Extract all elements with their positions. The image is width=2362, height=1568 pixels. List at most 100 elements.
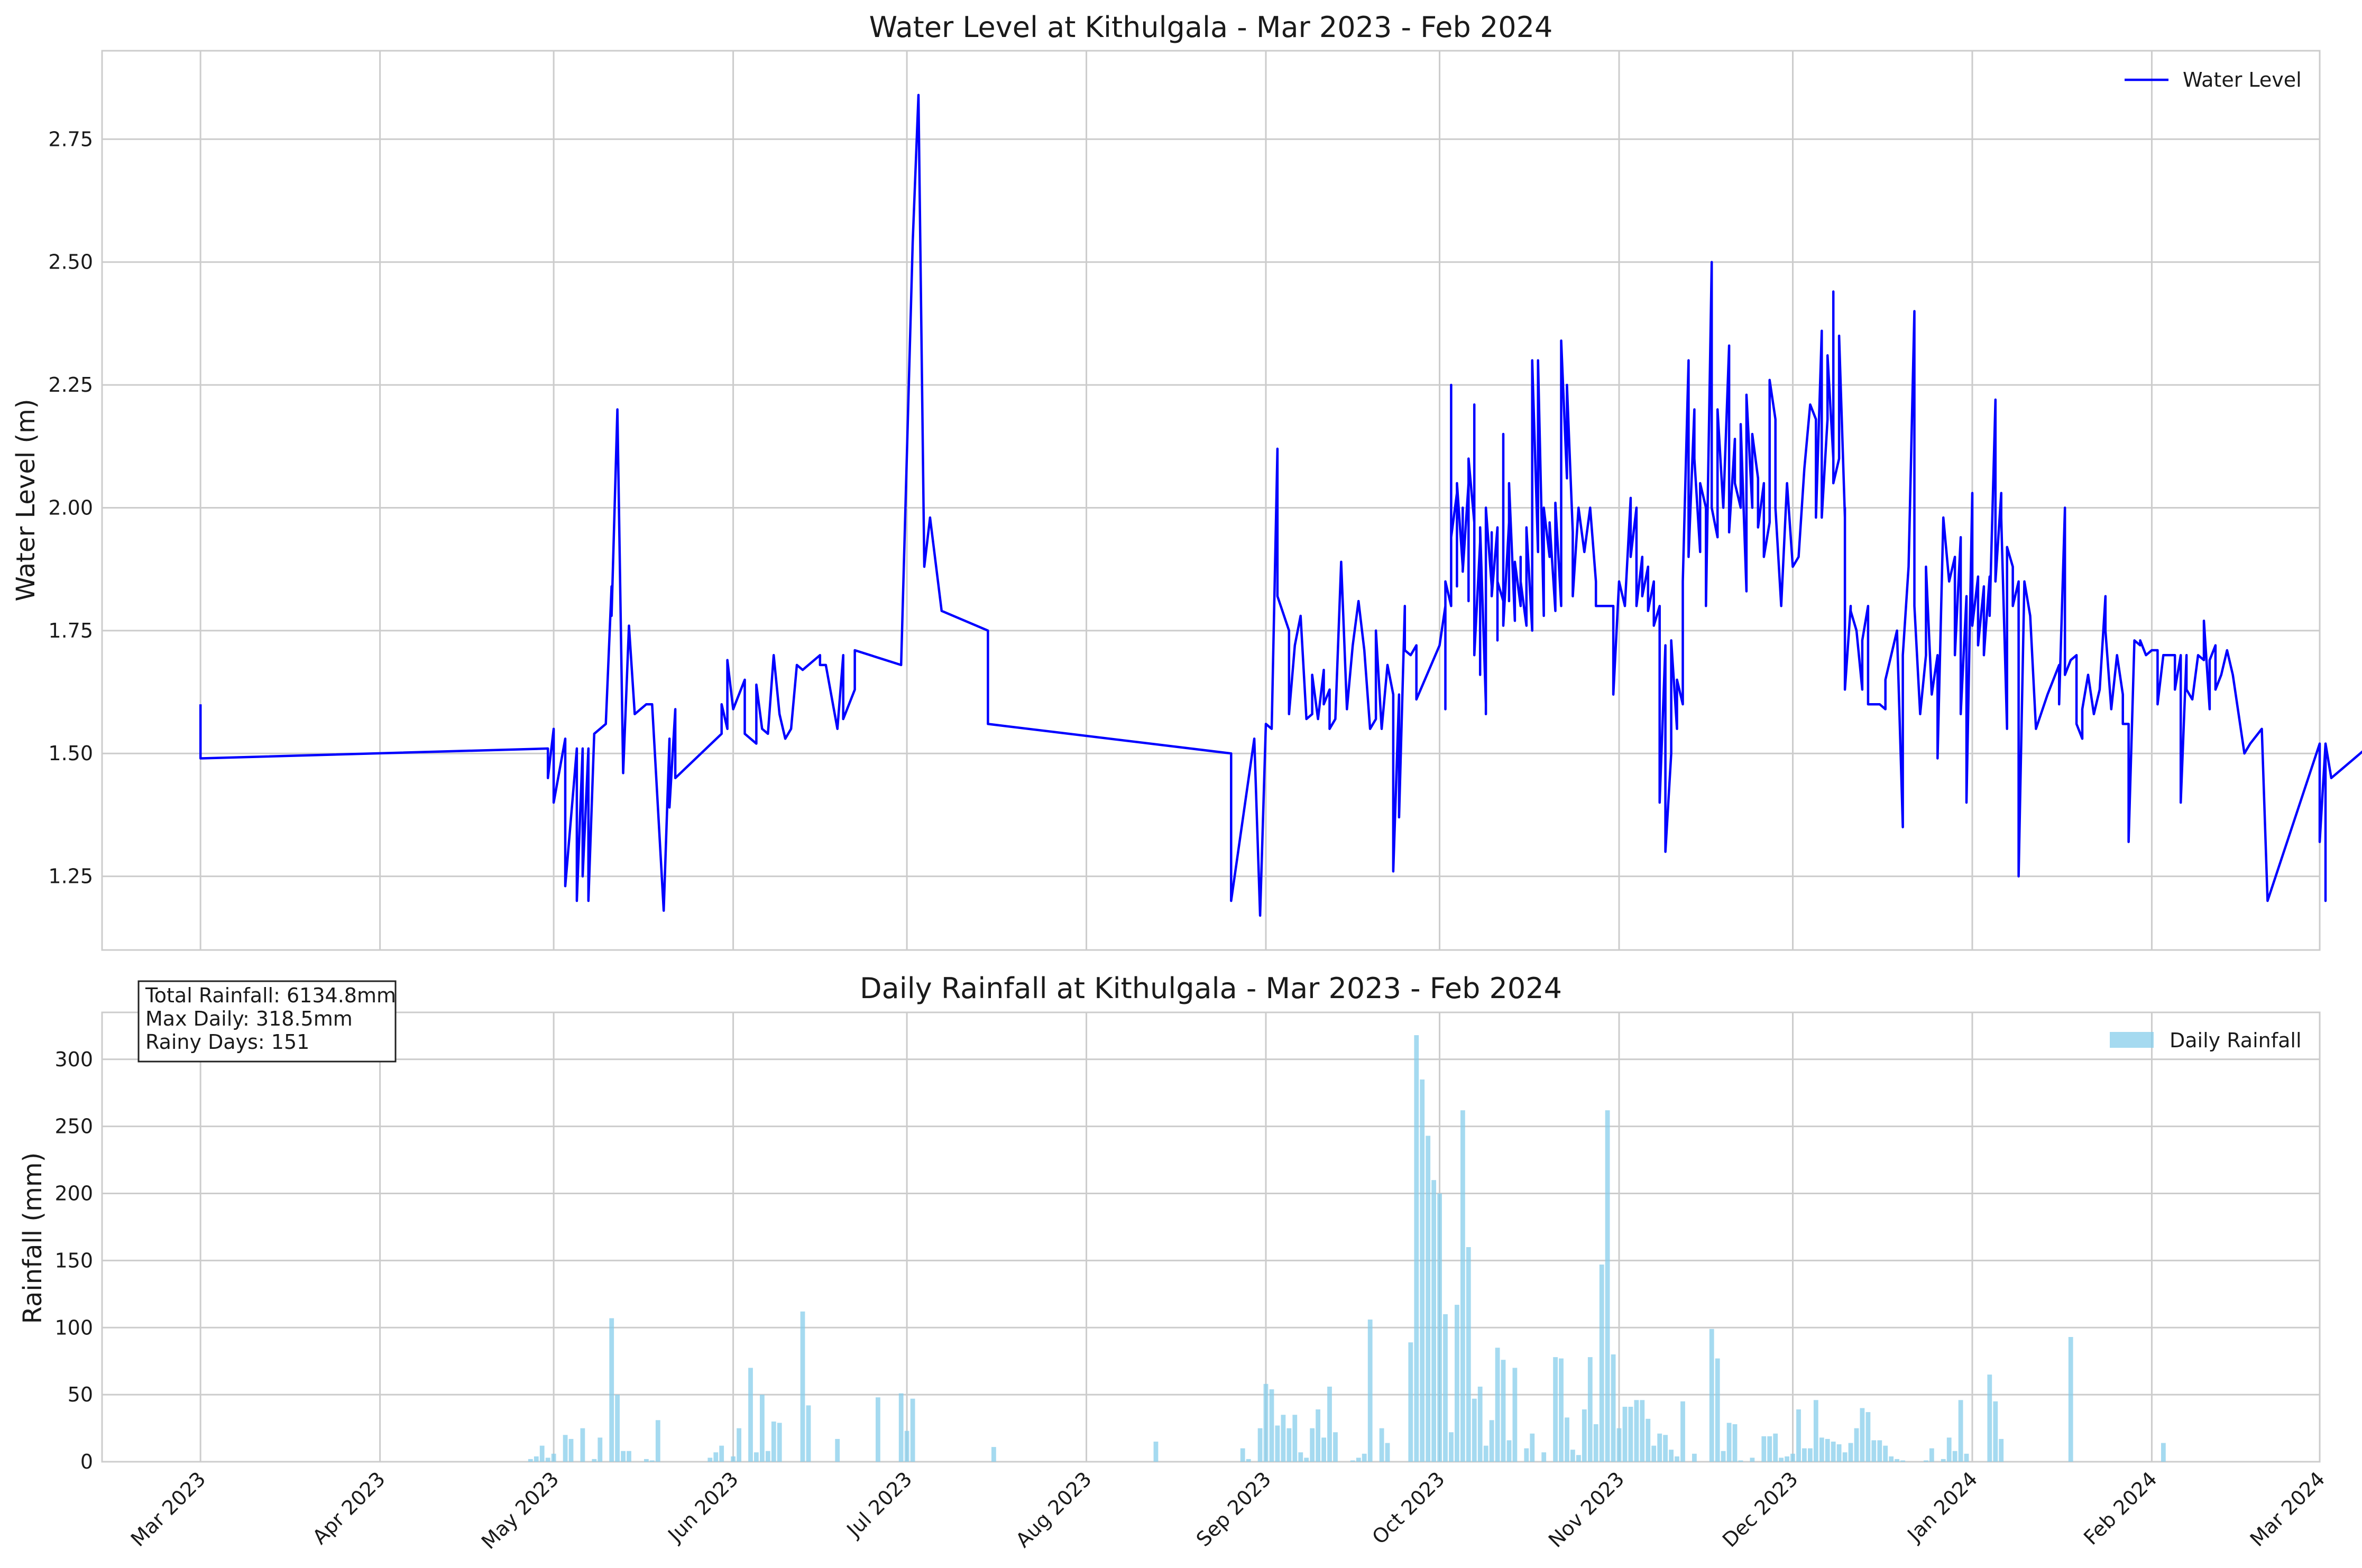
rainfall-bar: [898, 1393, 904, 1462]
rainfall-bar: [1379, 1428, 1384, 1462]
rainfall-bar: [1512, 1368, 1518, 1462]
rainfall-bar: [563, 1435, 568, 1462]
rainfall-bar: [1281, 1415, 1286, 1462]
rainfall-bar: [1443, 1314, 1448, 1462]
rainfall-bar: [1802, 1448, 1807, 1462]
daily-rainfall-y-tick-label: 200: [54, 1182, 93, 1205]
rainfall-stats-box: Total Rainfall: 6134.8mm Max Daily: 318.…: [137, 980, 397, 1063]
rainfall-bar: [1877, 1440, 1882, 1462]
rainfall-bar: [1663, 1435, 1668, 1462]
daily-rainfall-y-tick-label: 250: [54, 1115, 93, 1138]
rainfall-bar: [534, 1456, 539, 1462]
rainfall-bar: [2068, 1337, 2073, 1462]
rainfall-bar: [1587, 1357, 1593, 1462]
rainfall-bar: [1819, 1437, 1824, 1462]
rainfall-bar: [1483, 1445, 1488, 1462]
rainfall-bar: [598, 1437, 603, 1462]
rainfall-bar: [835, 1438, 840, 1462]
daily-rainfall-y-tick-label: 300: [54, 1048, 93, 1071]
rainfall-bar: [1651, 1445, 1657, 1462]
rainfall-bar: [1883, 1445, 1888, 1462]
rainfall-bar: [760, 1395, 765, 1462]
rainfall-bar: [592, 1459, 597, 1462]
rainfall-bar: [528, 1459, 533, 1462]
rainfall-bar: [1257, 1428, 1263, 1462]
rainfall-bar: [1715, 1358, 1720, 1462]
rainfall-bar: [1808, 1448, 1813, 1462]
rainfall-bar: [1506, 1440, 1512, 1462]
rainfall-bar: [1657, 1433, 1662, 1462]
water-level-y-tick-label: 2.25: [48, 373, 93, 396]
water-level-y-tick-label: 1.25: [48, 865, 93, 888]
daily-rainfall-y-tick-label: 0: [80, 1450, 93, 1473]
rainfall-bar: [713, 1452, 719, 1462]
rainfall-bar: [1582, 1409, 1587, 1462]
rainfall-bar: [539, 1445, 545, 1462]
rainfall-bar: [1426, 1136, 1431, 1462]
rainfall-bar: [1726, 1423, 1732, 1462]
daily-rainfall-y-tick-label: 100: [54, 1316, 93, 1339]
rainfall-bar: [1362, 1453, 1367, 1462]
rainfall-bar: [649, 1460, 655, 1462]
rainfall-bar: [1785, 1456, 1789, 1462]
rainfall-bar: [1946, 1437, 1952, 1462]
rainfall-bar: [2161, 1443, 2166, 1462]
rainfall-bar: [1865, 1412, 1871, 1462]
rainfall-bar: [1964, 1453, 1969, 1462]
rainfall-bar: [1367, 1320, 1373, 1462]
rainfall-bar: [748, 1368, 753, 1462]
rainfall-bar: [1790, 1453, 1795, 1462]
rainfall-bar: [1999, 1438, 2004, 1462]
rainfall-bar: [1570, 1450, 1575, 1462]
rainfall-bar: [1871, 1440, 1877, 1462]
rainfall-bar: [1640, 1400, 1645, 1462]
rainfall-bar: [754, 1452, 759, 1462]
rainfall-bar: [1333, 1432, 1338, 1462]
daily-rainfall-legend-swatch: [2110, 1032, 2154, 1048]
rainfall-bar: [1634, 1400, 1639, 1462]
rainfall-bar: [1987, 1375, 1992, 1462]
water-level-y-axis-label: Water Level (m): [11, 399, 41, 601]
rainfall-bar: [621, 1451, 626, 1462]
rainfall-bar: [771, 1421, 776, 1462]
rainfall-bar: [1559, 1358, 1564, 1462]
rainfall-bar: [1420, 1079, 1425, 1462]
rainfall-bar: [1495, 1348, 1500, 1462]
rainfall-bar: [1310, 1428, 1315, 1462]
rainfall-bar: [876, 1397, 880, 1462]
rainfall-bar: [545, 1458, 550, 1462]
rainfall-bar: [777, 1423, 782, 1462]
rainfall-bar: [1767, 1436, 1772, 1462]
daily-rainfall-y-tick-labels: 0 50 100 150 200 250 300: [54, 1048, 93, 1473]
rainfall-bar: [1889, 1456, 1894, 1462]
rainfall-bar: [1825, 1438, 1830, 1462]
rainfall-bar: [1431, 1180, 1436, 1462]
water-level-series-line: [199, 94, 2362, 917]
rainfall-bar: [1321, 1437, 1326, 1462]
rainfall-bar: [609, 1318, 614, 1462]
rainfall-bar: [1732, 1424, 1738, 1462]
rainfall-bar: [615, 1395, 620, 1462]
rainfall-bar: [1455, 1305, 1459, 1462]
daily-rainfall-y-tick-label: 50: [68, 1383, 93, 1406]
rainfall-bar: [1304, 1458, 1309, 1462]
rainfall-bar: [1316, 1409, 1320, 1462]
water-level-chart-title: Water Level at Kithulgala - Mar 2023 - F…: [869, 11, 1553, 44]
rainfall-bar: [731, 1456, 736, 1462]
water-level-legend-label: Water Level: [2183, 68, 2302, 91]
rainfall-bar: [1327, 1386, 1332, 1462]
rainfall-bar: [1501, 1360, 1506, 1462]
rainfall-bar: [1408, 1342, 1413, 1462]
rainfall-bar: [1675, 1456, 1679, 1462]
daily-rainfall-legend: Daily Rainfall: [2110, 1029, 2302, 1052]
water-level-y-tick-label: 1.50: [48, 742, 93, 765]
rainfall-bar: [655, 1420, 660, 1462]
rainfall-stats-max-daily: Max Daily: 318.5mm: [145, 1007, 353, 1030]
rainfall-bar: [1952, 1451, 1957, 1462]
daily-rainfall-y-axis-label: Rainfall (mm): [18, 1152, 48, 1324]
daily-rainfall-plot-frame: [101, 1011, 2321, 1463]
rainfall-bar: [1669, 1450, 1674, 1462]
rainfall-bar: [707, 1458, 713, 1462]
rainfall-bar: [1929, 1448, 1934, 1462]
rainfall-bar: [1414, 1035, 1419, 1462]
